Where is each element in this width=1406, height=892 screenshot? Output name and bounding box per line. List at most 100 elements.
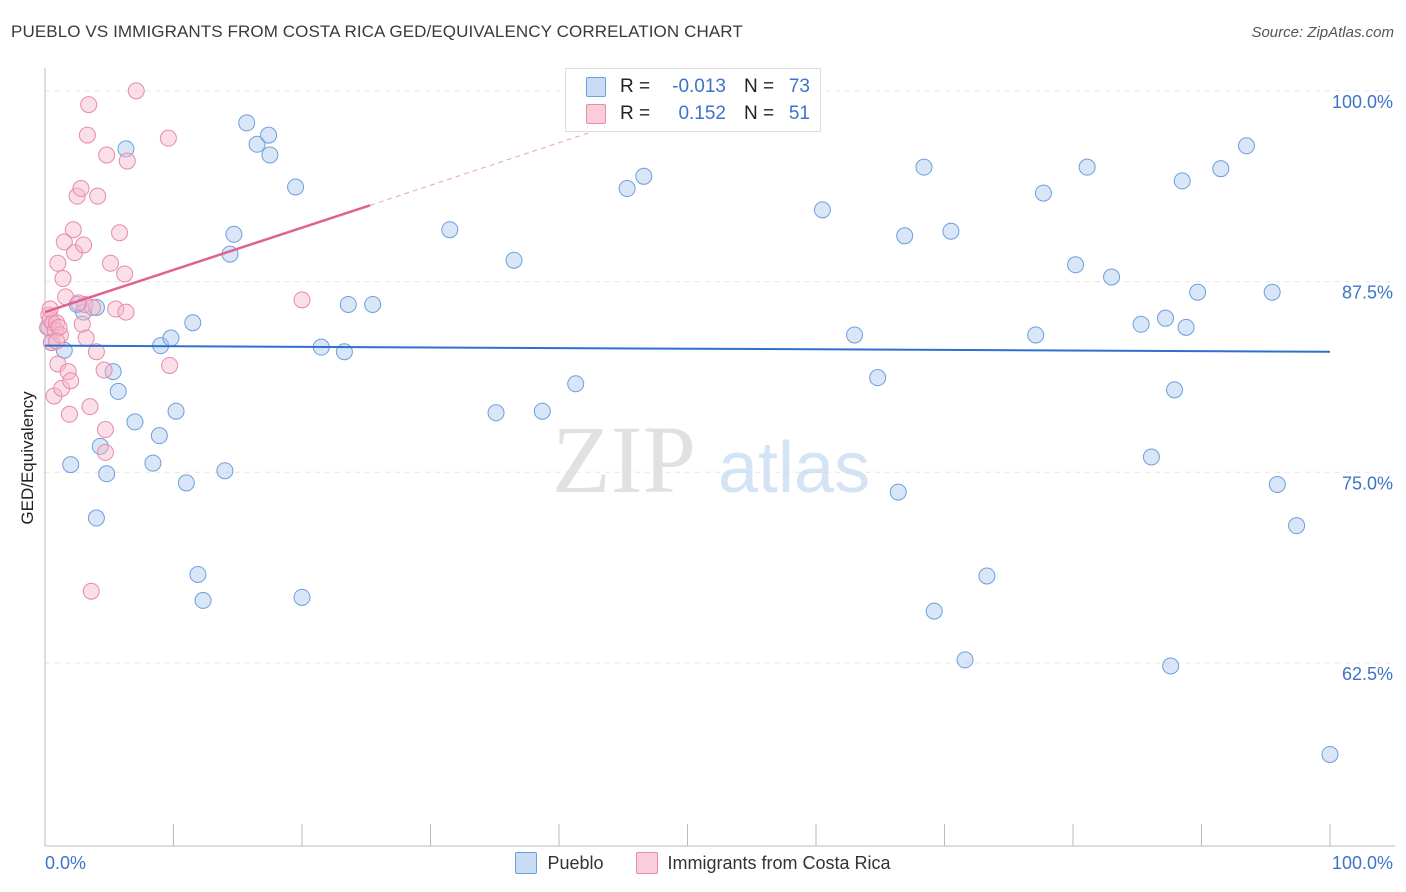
data-point-costa-rica xyxy=(107,300,125,318)
data-point-pueblo xyxy=(1189,283,1207,301)
data-point-pueblo xyxy=(567,375,585,393)
data-point-costa-rica xyxy=(111,224,129,242)
y-tick-label: 62.5% xyxy=(1342,664,1393,684)
data-point-pueblo xyxy=(487,404,505,422)
data-point-pueblo xyxy=(144,454,162,472)
data-point-costa-rica xyxy=(82,582,100,600)
data-point-pueblo xyxy=(441,221,459,239)
data-point-costa-rica xyxy=(96,443,114,461)
data-point-pueblo xyxy=(1132,315,1150,333)
data-point-pueblo xyxy=(1166,381,1184,399)
data-point-costa-rica xyxy=(64,221,82,239)
legend-item-costa-rica[interactable]: Immigrants from Costa Rica xyxy=(635,852,891,874)
n-label: N = xyxy=(744,103,775,124)
data-point-pueblo xyxy=(533,402,551,420)
data-point-pueblo xyxy=(287,178,305,196)
source-label: Source: ZipAtlas.com xyxy=(1251,24,1394,41)
trend-lines xyxy=(44,131,1331,353)
r-label: R = xyxy=(620,76,651,97)
data-point-pueblo xyxy=(364,295,382,313)
data-point-pueblo xyxy=(162,329,180,347)
data-point-costa-rica xyxy=(95,361,113,379)
data-point-costa-rica xyxy=(81,398,99,416)
data-point-pueblo xyxy=(260,126,278,144)
data-point-costa-rica xyxy=(98,146,116,164)
data-point-costa-rica xyxy=(117,303,135,321)
data-point-pueblo xyxy=(293,588,311,606)
data-point-pueblo xyxy=(1162,657,1180,675)
data-point-pueblo xyxy=(1027,326,1045,344)
legend-label-pueblo: Pueblo xyxy=(547,852,604,873)
chart-title: PUEBLO VS IMMIGRANTS FROM COSTA RICA GED… xyxy=(11,22,743,41)
data-point-pueblo xyxy=(1157,309,1175,327)
data-point-pueblo xyxy=(1034,184,1052,202)
data-point-pueblo xyxy=(978,567,996,585)
data-point-costa-rica xyxy=(127,82,145,100)
y-axis-label: GED/Equivalency xyxy=(18,391,37,525)
data-point-pueblo xyxy=(505,251,523,269)
data-point-pueblo xyxy=(1103,268,1121,286)
data-point-pueblo xyxy=(1177,318,1195,336)
data-point-pueblo xyxy=(889,483,907,501)
data-point-pueblo xyxy=(925,602,943,620)
data-point-costa-rica xyxy=(68,187,86,205)
x-tick-label: 0.0% xyxy=(45,853,86,873)
data-point-pueblo xyxy=(1142,448,1160,466)
data-point-pueblo xyxy=(194,591,212,609)
y-tick-label: 75.0% xyxy=(1342,473,1393,493)
data-point-costa-rica xyxy=(54,270,72,288)
data-point-pueblo xyxy=(813,201,831,219)
stats-row-costa-rica: R = 0.152 N = 51 xyxy=(586,101,810,127)
data-point-pueblo xyxy=(87,509,105,527)
r-label: R = xyxy=(620,103,651,124)
y-tick-label: 100.0% xyxy=(1332,92,1393,112)
data-point-costa-rica xyxy=(116,265,134,283)
data-point-pueblo xyxy=(117,140,135,158)
data-point-pueblo xyxy=(618,180,636,198)
legend-label-costa-rica: Immigrants from Costa Rica xyxy=(667,852,891,873)
legend-item-pueblo[interactable]: Pueblo xyxy=(515,852,604,874)
data-point-costa-rica xyxy=(62,372,80,390)
data-point-costa-rica xyxy=(96,421,114,439)
series-costa-rica xyxy=(39,82,311,600)
y-tick-label: 87.5% xyxy=(1342,283,1393,303)
data-point-pueblo xyxy=(238,114,256,132)
data-point-costa-rica xyxy=(55,233,73,251)
data-point-costa-rica xyxy=(49,254,67,272)
data-point-pueblo xyxy=(956,651,974,669)
data-point-pueblo xyxy=(1173,172,1191,190)
data-point-costa-rica xyxy=(159,129,177,147)
trend-line-costa-rica xyxy=(44,204,371,314)
data-point-pueblo xyxy=(942,222,960,240)
data-point-costa-rica xyxy=(89,187,107,205)
data-point-costa-rica xyxy=(75,236,93,254)
data-point-costa-rica xyxy=(118,152,136,170)
data-point-pueblo xyxy=(225,225,243,243)
data-point-pueblo xyxy=(1321,745,1339,763)
data-point-pueblo xyxy=(189,565,207,583)
data-point-pueblo xyxy=(1288,517,1306,535)
watermark: ZIP atlas xyxy=(552,406,870,513)
legend-swatch-pueblo xyxy=(515,852,538,874)
data-point-pueblo xyxy=(62,456,80,474)
data-point-costa-rica xyxy=(72,180,90,198)
data-point-pueblo xyxy=(167,402,185,420)
grid-lines xyxy=(45,90,1395,664)
data-point-pueblo xyxy=(1078,158,1096,176)
stats-legend: R = -0.013 N = 73 R = 0.152 N = 51 xyxy=(565,68,821,132)
data-point-costa-rica xyxy=(293,291,311,309)
tick-labels: 62.5% 75.0% 87.5% 100.0% 0.0% 100.0% xyxy=(45,92,1393,873)
data-point-pueblo xyxy=(915,158,933,176)
data-point-pueblo xyxy=(635,167,653,185)
data-point-pueblo xyxy=(1268,475,1286,493)
data-point-pueblo xyxy=(1212,160,1230,178)
n-value: 73 xyxy=(788,76,810,97)
pueblo-swatch xyxy=(586,77,606,97)
data-point-pueblo xyxy=(1263,283,1281,301)
r-value: 0.152 xyxy=(678,103,726,124)
data-point-costa-rica xyxy=(77,329,95,347)
data-point-pueblo xyxy=(869,369,887,387)
data-point-costa-rica xyxy=(87,343,105,361)
stats-row-pueblo: R = -0.013 N = 73 xyxy=(586,74,810,100)
